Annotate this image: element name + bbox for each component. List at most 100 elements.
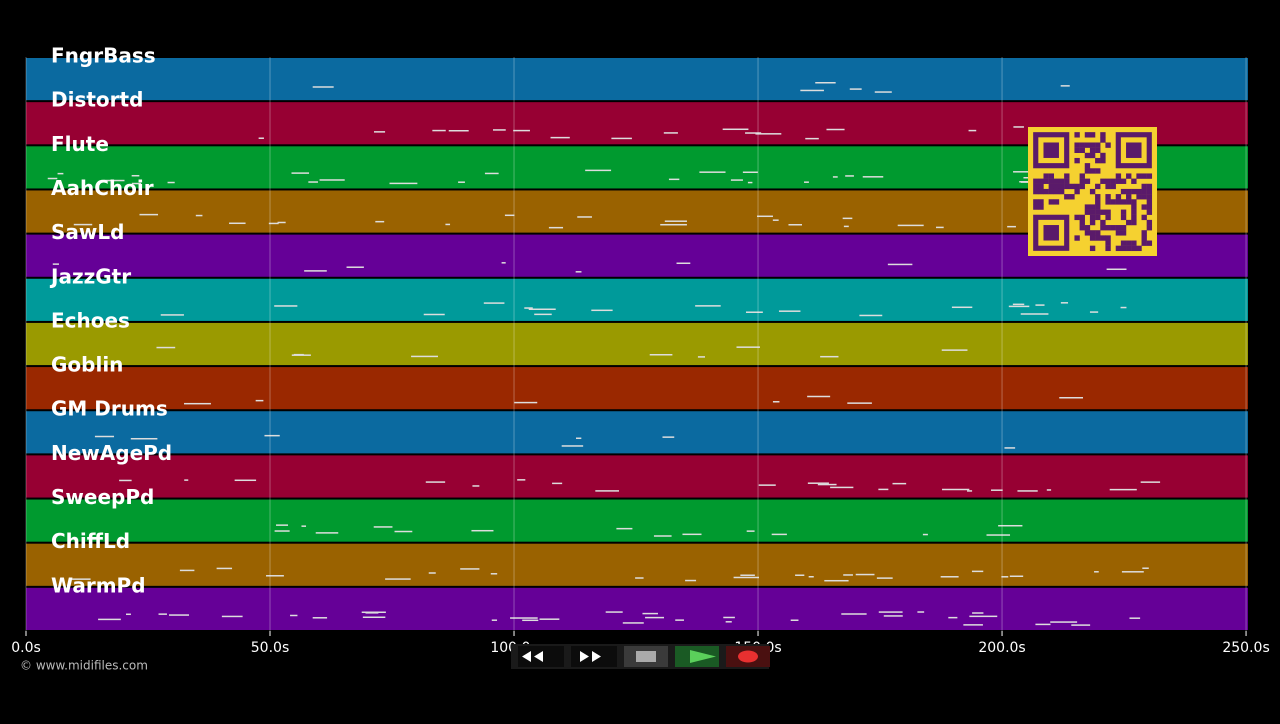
note bbox=[510, 617, 538, 619]
note bbox=[179, 569, 195, 572]
qr-module bbox=[1126, 194, 1132, 200]
qr-module bbox=[1095, 157, 1101, 164]
qr-module bbox=[1146, 204, 1153, 210]
note bbox=[492, 129, 506, 131]
note bbox=[742, 171, 758, 174]
qr-module bbox=[1095, 230, 1101, 236]
note bbox=[605, 611, 623, 613]
qr-module bbox=[1079, 147, 1085, 153]
record-button[interactable] bbox=[726, 646, 770, 667]
qr-module bbox=[1105, 235, 1111, 241]
note bbox=[1013, 171, 1037, 173]
note bbox=[1121, 571, 1144, 573]
note bbox=[561, 445, 584, 447]
note bbox=[845, 175, 854, 177]
note bbox=[524, 307, 533, 309]
note bbox=[514, 401, 538, 404]
track-lane bbox=[26, 278, 1248, 321]
qr-module bbox=[1141, 230, 1147, 236]
note bbox=[274, 305, 298, 307]
qr-module bbox=[1064, 173, 1070, 179]
note bbox=[1004, 447, 1016, 449]
qr-module bbox=[1110, 199, 1116, 205]
qr-module bbox=[1100, 178, 1106, 184]
qr-module bbox=[1100, 219, 1106, 226]
qr-module bbox=[1100, 235, 1106, 241]
note bbox=[998, 524, 1023, 527]
note bbox=[968, 129, 977, 132]
note bbox=[611, 137, 632, 140]
qr-module bbox=[1089, 230, 1096, 236]
note bbox=[887, 263, 913, 266]
note bbox=[274, 530, 290, 532]
qr-module bbox=[1033, 183, 1039, 190]
qr-finder bbox=[1126, 142, 1142, 158]
note bbox=[312, 86, 334, 88]
note bbox=[788, 224, 803, 226]
note bbox=[662, 436, 675, 438]
qr-module bbox=[1053, 199, 1060, 205]
qr-module bbox=[1033, 188, 1039, 195]
play-button[interactable] bbox=[675, 646, 719, 667]
note bbox=[1106, 268, 1127, 271]
note bbox=[1001, 576, 1009, 578]
qr-module bbox=[1146, 194, 1153, 200]
note bbox=[1094, 571, 1099, 573]
note bbox=[795, 574, 805, 576]
qr-module bbox=[1089, 132, 1096, 138]
qr-module bbox=[1095, 183, 1101, 190]
qr-module bbox=[1084, 132, 1091, 138]
rewind-button[interactable] bbox=[518, 646, 564, 667]
note bbox=[649, 353, 673, 356]
note bbox=[685, 579, 697, 582]
qr-module bbox=[1141, 214, 1147, 221]
note bbox=[1129, 617, 1141, 619]
qr-module bbox=[1084, 163, 1091, 169]
note bbox=[745, 311, 763, 313]
forward-button[interactable] bbox=[571, 646, 617, 667]
note bbox=[736, 346, 760, 348]
note bbox=[234, 479, 257, 482]
qr-module bbox=[1120, 188, 1127, 195]
note bbox=[167, 181, 175, 184]
qr-module bbox=[1038, 199, 1044, 205]
note bbox=[772, 219, 779, 221]
note bbox=[942, 488, 970, 491]
note bbox=[513, 129, 530, 132]
qr-module bbox=[1089, 219, 1096, 226]
note bbox=[445, 223, 451, 226]
qr-module bbox=[1131, 199, 1137, 205]
qr-module bbox=[1084, 209, 1091, 215]
note bbox=[1013, 126, 1024, 128]
grid bbox=[25, 57, 1247, 636]
controls bbox=[511, 644, 770, 669]
qr-module bbox=[1095, 209, 1101, 215]
stop-button[interactable] bbox=[624, 646, 668, 667]
note bbox=[308, 181, 318, 183]
qr-module bbox=[1095, 204, 1101, 210]
note bbox=[472, 485, 480, 487]
note bbox=[576, 437, 582, 440]
note bbox=[484, 172, 499, 175]
qr-module bbox=[1100, 157, 1106, 164]
qr-module bbox=[1048, 188, 1054, 195]
note bbox=[1035, 304, 1045, 306]
qr-module bbox=[1079, 225, 1085, 231]
qr-finder bbox=[1043, 142, 1059, 158]
qr-module bbox=[1084, 168, 1091, 174]
track-label: GM Drums bbox=[51, 397, 168, 421]
qr-module bbox=[1126, 188, 1132, 195]
note bbox=[969, 615, 998, 618]
qr-module bbox=[1058, 178, 1065, 184]
qr-module bbox=[1095, 199, 1101, 205]
note bbox=[878, 488, 889, 491]
qr-module bbox=[1048, 178, 1054, 184]
track-label: NewAgePd bbox=[51, 441, 172, 465]
note bbox=[660, 223, 687, 226]
note bbox=[591, 309, 613, 312]
qr-module bbox=[1100, 137, 1106, 143]
qr-module bbox=[1120, 209, 1127, 215]
note bbox=[373, 526, 393, 528]
note bbox=[195, 214, 203, 217]
track-lane bbox=[26, 411, 1248, 454]
